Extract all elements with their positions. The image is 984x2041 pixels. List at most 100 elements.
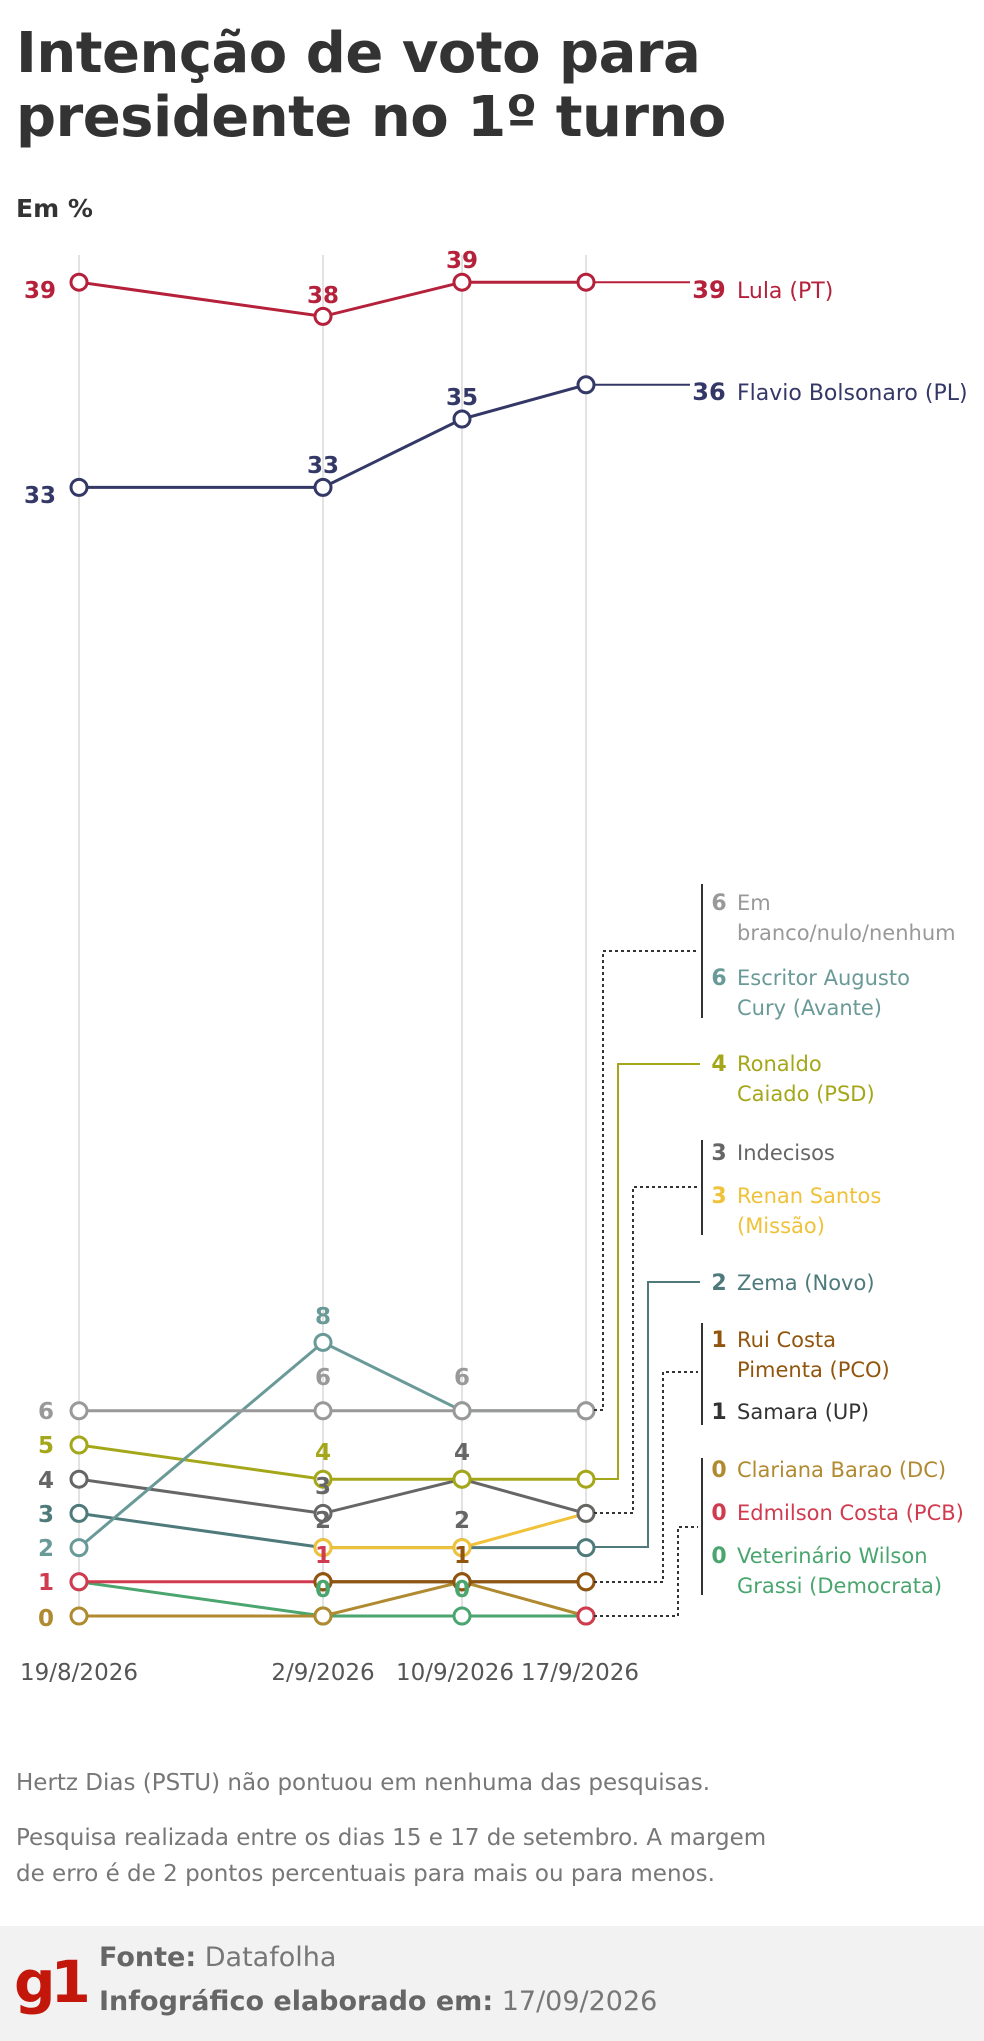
data-point: [576, 1606, 596, 1626]
end-label-name: Renan Santos: [737, 1184, 881, 1208]
series-line: [78, 1340, 586, 1549]
end-label-value: 3: [711, 1184, 726, 1209]
series-line: [79, 1580, 587, 1618]
point-value-label: 1: [454, 1543, 470, 1569]
data-point: [576, 272, 596, 292]
point-value-label: 33: [307, 453, 339, 479]
end-label-name: Grassi (Democrata): [737, 1574, 942, 1598]
point-value-label: 6: [38, 1399, 54, 1425]
data-point: [69, 1435, 89, 1455]
data-point: [313, 477, 333, 497]
data-point: [69, 1538, 89, 1558]
data-point: [313, 1469, 333, 1489]
end-label-name: Lula (PT): [737, 279, 833, 304]
end-label-value: 0: [711, 1501, 726, 1526]
data-point: [69, 272, 89, 292]
unit-label: Em %: [16, 194, 93, 223]
end-label-name: Veterinário Wilson: [737, 1544, 928, 1568]
data-point: [452, 1572, 472, 1592]
x-tick-label: 10/9/2026: [396, 1660, 514, 1686]
label-connector: [594, 1186, 698, 1514]
end-label-name: Flavio Bolsonaro (PL): [737, 381, 968, 406]
source-label: Fonte:: [99, 1942, 197, 1973]
end-label-name: (Missão): [737, 1214, 825, 1238]
end-label-value: 6: [711, 966, 726, 991]
note-methodology: Pesquisa realizada entre os dias 15 e 17…: [16, 1820, 816, 1892]
data-point: [313, 1332, 333, 1352]
end-label-name: Ronaldo: [737, 1052, 822, 1076]
data-point: [313, 306, 333, 326]
series-line: [79, 383, 587, 489]
data-point: [576, 1572, 596, 1592]
end-label-value: 4: [711, 1052, 726, 1077]
point-value-label: 39: [446, 248, 478, 274]
data-point: [313, 1606, 333, 1626]
end-label-value: 6: [711, 891, 726, 916]
point-value-label: 8: [315, 1304, 331, 1330]
point-value-label: 2: [454, 1508, 470, 1534]
made-value: 17/09/2026: [501, 1986, 658, 2017]
title-line-2: presidente no 1º turno: [16, 85, 726, 150]
end-label-name: Caiado (PSD): [737, 1082, 875, 1106]
chart-title: Intenção de voto para presidente no 1º t…: [16, 22, 916, 150]
made-line: Infográfico elaborado em: 17/09/2026: [99, 1986, 657, 2017]
data-point: [69, 1503, 89, 1523]
point-value-label: 38: [307, 283, 339, 309]
label-connector: [594, 1526, 698, 1617]
data-point: [69, 1572, 89, 1592]
point-value-label: 2: [38, 1536, 54, 1562]
label-connector: [594, 1281, 700, 1548]
end-label-name: Cury (Avante): [737, 996, 882, 1020]
point-value-label: 3: [38, 1502, 54, 1528]
data-point: [69, 1469, 89, 1489]
note-line-1: Pesquisa realizada entre os dias 15 e 17…: [16, 1825, 767, 1851]
data-point: [452, 1606, 472, 1626]
point-value-label: 2: [315, 1508, 331, 1534]
point-value-label: 0: [38, 1606, 54, 1632]
point-value-label: 3: [315, 1474, 331, 1500]
end-label-name: Zema (Novo): [737, 1271, 875, 1295]
end-label-name: Clariana Barao (DC): [737, 1458, 946, 1482]
point-value-label: 0: [454, 1577, 470, 1603]
title-line-1: Intenção de voto para: [16, 21, 701, 86]
source-line: Fonte: Datafolha: [99, 1942, 336, 1973]
data-point: [452, 409, 472, 429]
label-connector: [594, 1371, 698, 1583]
end-label-name: Escritor Augusto: [737, 966, 910, 990]
made-label: Infográfico elaborado em:: [99, 1986, 494, 2017]
series-line: [78, 1511, 586, 1550]
end-label-value: 36: [692, 378, 725, 406]
point-value-label: 4: [454, 1440, 470, 1466]
note-hertz: Hertz Dias (PSTU) não pontuou em nenhuma…: [16, 1770, 711, 1796]
point-value-label: 35: [446, 385, 478, 411]
data-point: [313, 1572, 333, 1592]
point-value-label: 4: [38, 1468, 54, 1494]
end-label-name: Samara (UP): [737, 1400, 869, 1424]
point-value-label: 0: [315, 1577, 331, 1603]
end-label-value: 0: [711, 1458, 726, 1483]
point-value-label: 6: [315, 1365, 331, 1391]
end-label-name: branco/nulo/nenhum: [737, 921, 956, 945]
data-point: [452, 1538, 472, 1558]
end-label-value: 1: [711, 1328, 726, 1353]
point-value-label: 1: [315, 1543, 331, 1569]
point-value-label: 4: [315, 1440, 331, 1466]
data-point: [313, 1503, 333, 1523]
data-point: [452, 1401, 472, 1421]
data-point: [576, 1401, 596, 1421]
end-label-value: 2: [711, 1271, 726, 1296]
data-point: [313, 1538, 333, 1558]
label-connector: [594, 1063, 700, 1480]
point-value-label: 6: [454, 1365, 470, 1391]
end-label-name: Indecisos: [737, 1141, 835, 1165]
end-label-value: 1: [711, 1400, 726, 1425]
data-point: [452, 272, 472, 292]
series-line: [78, 1443, 586, 1481]
series-line: [78, 1477, 587, 1515]
data-point: [576, 1538, 596, 1558]
end-label-value: 39: [692, 276, 725, 304]
series-line: [78, 280, 586, 318]
end-label-name: Rui Costa: [737, 1328, 836, 1352]
point-value-label: 5: [38, 1433, 54, 1459]
